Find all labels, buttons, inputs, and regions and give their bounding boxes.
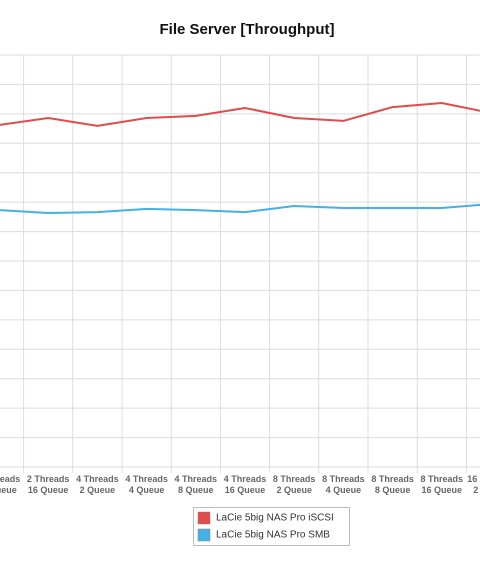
x-tick-label: 8 Threads 4 Queue xyxy=(322,474,365,495)
x-tick-label: 4 Threads 16 Queue xyxy=(224,474,267,495)
x-tick-label: 4 Threads 8 Queue xyxy=(175,474,218,495)
x-tick-label: 4 Threads 4 Queue xyxy=(125,474,168,495)
legend-box xyxy=(193,507,350,546)
chart-title: File Server [Throughput] xyxy=(159,21,334,38)
x-tick-label: 8 Threads 8 Queue xyxy=(371,474,414,495)
legend-label: LaCie 5big NAS Pro SMB xyxy=(216,530,330,541)
x-tick-label: 8 Threads 2 Queue xyxy=(273,474,316,495)
x-tick-label: 8 Threads 16 Queue xyxy=(421,474,464,495)
series-line xyxy=(0,101,480,127)
series-line xyxy=(0,203,480,215)
legend: LaCie 5big NAS Pro iSCSI LaCie 5big NAS P… xyxy=(193,507,350,546)
legend-swatch xyxy=(197,511,211,525)
legend-swatch xyxy=(197,528,211,542)
legend-label: LaCie 5big NAS Pro iSCSI xyxy=(216,513,334,524)
x-tick-label: 2 Threads 16 Queue xyxy=(27,474,70,495)
x-tick-label: 4 Threads 2 Queue xyxy=(76,474,119,495)
